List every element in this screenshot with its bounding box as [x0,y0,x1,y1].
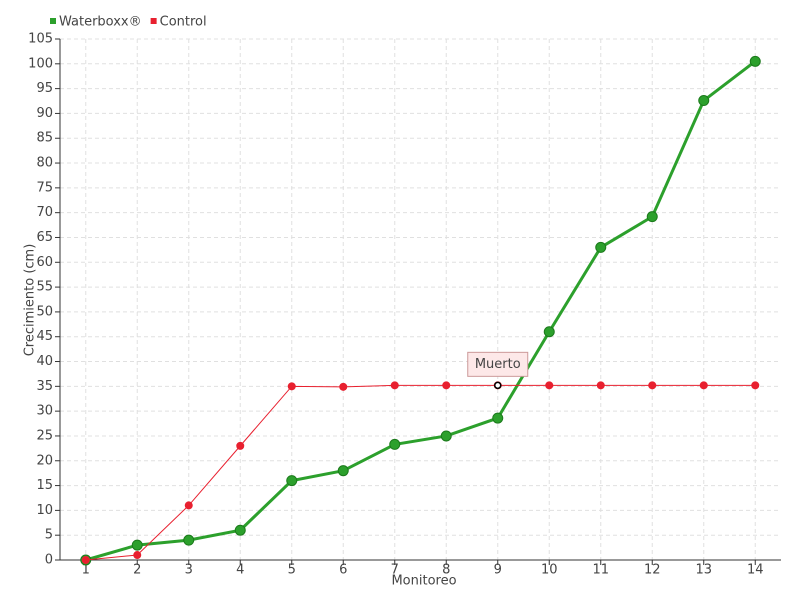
data-point [131,539,143,551]
y-tick-label: 55 [36,280,53,295]
annotation-point [494,381,502,390]
x-tick-label: 6 [339,563,347,578]
data-point [339,382,348,391]
annotation-text: Muerto [475,357,521,372]
y-tick-label: 10 [36,503,53,518]
legend-label: Waterboxx® [59,15,142,30]
y-tick-label: 60 [36,255,53,270]
x-tick-label: 3 [185,563,193,578]
y-tick-label: 45 [36,329,53,344]
data-point [133,551,142,560]
data-point [442,381,451,390]
x-tick-label: 7 [391,563,399,578]
data-point [236,441,245,450]
data-point [749,55,761,67]
x-tick-label: 12 [644,563,661,578]
data-point [287,382,296,391]
data-point [234,524,246,536]
y-tick-label: 100 [28,56,53,71]
data-point [698,95,710,107]
y-tick-label: 95 [36,81,53,96]
data-point [389,438,401,450]
data-point [492,412,504,424]
data-point [440,430,452,442]
data-point [543,326,555,338]
legend-swatch [150,18,157,24]
x-tick-label: 2 [133,563,141,578]
y-tick-label: 40 [36,354,53,369]
y-tick-label: 25 [36,428,53,443]
y-tick-label: 30 [36,404,53,419]
y-axis-label: Crecimiento (cm) [23,244,38,357]
data-point [337,465,349,477]
series-line [85,60,757,562]
y-tick-label: 50 [36,304,53,319]
x-tick-label: 4 [236,563,244,578]
x-tick-label: 13 [695,563,712,578]
data-point [183,534,195,546]
x-tick-label: 14 [747,563,764,578]
x-axis-label: Monitoreo [391,574,456,589]
data-point [390,381,399,390]
data-point [646,211,658,223]
y-tick-label: 70 [36,205,53,220]
x-tick-label: 10 [541,563,558,578]
series-line [85,384,756,561]
y-tick-label: 80 [36,156,53,171]
x-tick-label: 8 [442,563,450,578]
y-tick-label: 5 [45,528,53,543]
annotation-box [467,351,529,377]
y-tick-label: 15 [36,478,53,493]
y-tick-label: 90 [36,106,53,121]
data-point [596,381,605,390]
y-tick-label: 20 [36,453,53,468]
y-tick-label: 105 [28,32,53,47]
legend-label: Control [160,15,207,30]
y-tick-label: 0 [45,553,53,568]
data-point [81,556,90,564]
x-tick-label: 11 [592,563,609,578]
data-point [545,381,554,390]
y-tick-label: 65 [36,230,53,245]
data-point [286,475,298,487]
y-tick-label: 35 [36,379,53,394]
x-tick-label: 9 [494,563,502,578]
x-tick-label: 1 [82,563,90,578]
legend-swatch [50,18,56,24]
data-point [751,381,760,390]
y-tick-label: 85 [36,131,53,146]
x-tick-label: 5 [288,563,296,578]
y-tick-label: 75 [36,180,53,195]
data-point [595,241,607,253]
data-point [699,381,708,390]
data-point [648,381,657,390]
data-point [184,501,193,510]
